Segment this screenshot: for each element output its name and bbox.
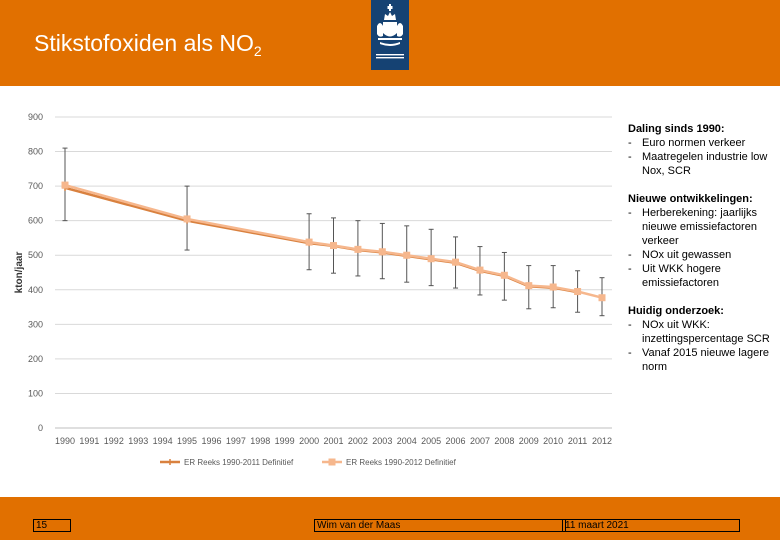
title-subscript: 2 [253, 43, 262, 59]
x-tick-label: 2008 [494, 436, 514, 446]
x-tick-label: 1998 [250, 436, 270, 446]
note-heading: Huidig onderzoek: [628, 305, 724, 317]
x-tick-label: 1999 [275, 436, 295, 446]
y-tick-label: 400 [28, 285, 43, 295]
x-tick-label: 1990 [55, 436, 75, 446]
data-point [574, 288, 582, 296]
x-tick-label: 1993 [128, 436, 148, 446]
data-point [403, 251, 411, 259]
notes-panel: Daling sinds 1990:Euro normen verkeerMaa… [628, 122, 778, 388]
data-point [598, 294, 606, 302]
legend-label: ER Reeks 1990-2011 Definitief [184, 458, 294, 467]
legend-label: ER Reeks 1990-2012 Definitief [346, 458, 457, 467]
page-number: 15 [33, 519, 71, 532]
nox-emission-chart: 0 100 200 300 400 500 600 700 800 900 1990 1991 1992… [14, 112, 612, 467]
y-tick-label: 700 [28, 181, 43, 191]
x-tick-label: 1992 [104, 436, 124, 446]
note-list: NOx uit WKK: inzettingspercentage SCRVan… [628, 318, 778, 374]
y-tick-label: 500 [28, 250, 43, 260]
x-tick-label: 2006 [446, 436, 466, 446]
x-tick-label: 2005 [421, 436, 441, 446]
note-item: NOx uit gewassen [628, 248, 778, 262]
note-list: Euro normen verkeerMaatregelen industrie… [628, 136, 778, 178]
legend-marker [328, 458, 336, 466]
x-tick-label: 2007 [470, 436, 490, 446]
note-item: Uit WKK hogere emissiefactoren [628, 262, 778, 290]
x-tick-label: 1995 [177, 436, 197, 446]
y-tick-label: 800 [28, 147, 43, 157]
note-heading: Daling sinds 1990: [628, 123, 725, 135]
series-line [64, 186, 578, 294]
data-point [427, 255, 435, 263]
series-2 [61, 181, 606, 302]
x-tick-label: 1991 [79, 436, 99, 446]
x-tick-label: 1997 [226, 436, 246, 446]
note-item: Herberekening: jaarlijks nieuwe emissief… [628, 206, 778, 248]
x-tick-label: 2002 [348, 436, 368, 446]
x-tick-label: 1994 [153, 436, 173, 446]
note-list: Herberekening: jaarlijks nieuwe emissief… [628, 206, 778, 290]
x-tick-label: 2001 [323, 436, 343, 446]
note-item: Maatregelen industrie low Nox, SCR [628, 150, 778, 178]
date-label: 11 maart 2021 [562, 519, 740, 532]
data-point [549, 283, 557, 291]
y-tick-label: 200 [28, 354, 43, 364]
x-tick-label: 2000 [299, 436, 319, 446]
note-item: Euro normen verkeer [628, 136, 778, 150]
x-tick-label: 2004 [397, 436, 417, 446]
slide-title: Stikstofoxiden als NO2 [34, 30, 262, 59]
y-tick-label: 600 [28, 216, 43, 226]
x-tick-label: 2003 [372, 436, 392, 446]
note-item: NOx uit WKK: inzettingspercentage SCR [628, 318, 778, 346]
legend-marker [167, 459, 173, 465]
rijksoverheid-emblem-icon [376, 4, 404, 59]
data-point [354, 245, 362, 253]
note-heading: Nieuwe ontwikkelingen: [628, 193, 753, 205]
data-point [452, 258, 460, 266]
author-label: Wim van der Maas [314, 519, 566, 532]
data-point [378, 248, 386, 256]
data-point [61, 181, 69, 189]
data-point [305, 238, 313, 246]
title-text: Stikstofoxiden als NO [34, 30, 254, 56]
y-tick-label: 100 [28, 388, 43, 398]
y-tick-label: 900 [28, 112, 43, 122]
data-point [183, 215, 191, 223]
note-item: Vanaf 2015 nieuwe lagere norm [628, 346, 778, 374]
x-tick-label: 2011 [568, 436, 587, 446]
x-tick-label: 2009 [519, 436, 539, 446]
data-point [525, 282, 533, 290]
data-point [500, 271, 508, 279]
y-tick-label: 0 [38, 423, 43, 433]
y-axis-label: kton/jaar [14, 252, 25, 294]
data-point [330, 242, 337, 250]
footer-bar [0, 497, 780, 540]
logo-strip [371, 0, 409, 70]
y-tick-label: 300 [28, 319, 43, 329]
x-tick-label: 1996 [201, 436, 221, 446]
x-tick-label: 2010 [543, 436, 563, 446]
x-tick-label: 2012 [592, 436, 612, 446]
data-point [476, 266, 484, 274]
